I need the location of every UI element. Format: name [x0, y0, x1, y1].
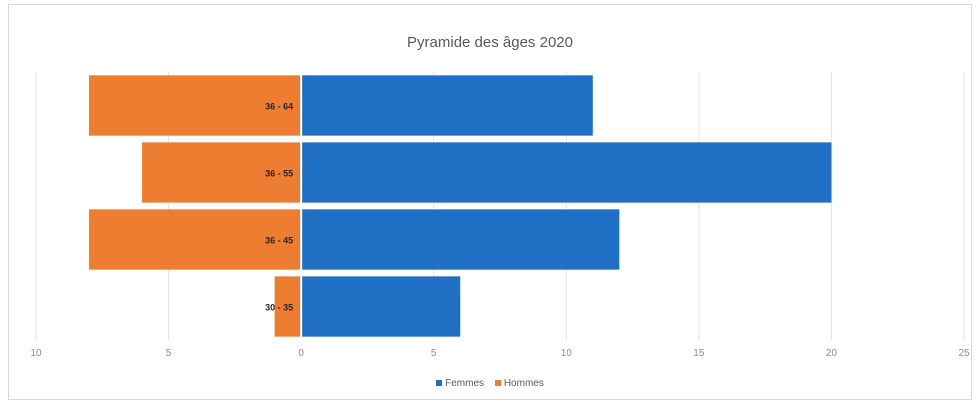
x-tick-label: 10 — [561, 348, 573, 359]
bar-femmes — [301, 276, 461, 337]
legend-swatch-femmes — [436, 380, 443, 387]
bar-femmes — [301, 142, 832, 203]
legend-item-femmes: Femmes — [436, 378, 484, 389]
legend-item-hommes: Hommes — [494, 378, 544, 389]
chart-legend: Femmes Hommes — [0, 378, 980, 389]
legend-label-hommes: Hommes — [503, 378, 544, 389]
bar-hommes — [89, 75, 302, 136]
x-tick-label: 10 — [30, 348, 42, 359]
category-label: 36 - 55 — [265, 169, 293, 179]
bar-hommes — [274, 276, 302, 337]
bar-hommes — [89, 209, 302, 270]
x-tick-label: 5 — [166, 348, 172, 359]
legend-label-femmes: Femmes — [445, 378, 485, 389]
legend-swatch-hommes — [494, 380, 501, 387]
x-tick-label: 15 — [693, 348, 705, 359]
chart-title: Pyramide des âges 2020 — [407, 34, 573, 51]
x-tick-label: 20 — [826, 348, 838, 359]
bar-femmes — [301, 209, 620, 270]
x-tick-label: 0 — [298, 348, 304, 359]
category-label: 30 - 35 — [265, 303, 293, 313]
category-label: 36 - 45 — [265, 236, 293, 246]
x-tick-label: 5 — [431, 348, 437, 359]
category-label: 36 - 64 — [265, 102, 293, 112]
bar-femmes — [301, 75, 593, 136]
bar-hommes — [142, 142, 302, 203]
x-tick-label: 25 — [958, 348, 970, 359]
